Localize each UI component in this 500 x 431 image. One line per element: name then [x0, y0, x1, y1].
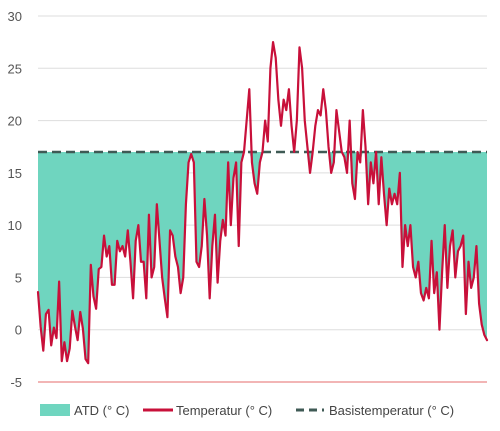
y-tick-label: -5 [10, 375, 22, 390]
y-tick-label: 25 [8, 61, 22, 76]
legend-label-base-temperature: Basistemperatur (° C) [329, 403, 454, 418]
y-tick-label: 5 [15, 270, 22, 285]
legend: ATD (° C) Temperatur (° C) Basistemperat… [40, 403, 454, 418]
y-tick-label: 30 [8, 9, 22, 24]
legend-item-base-temperature[interactable]: Basistemperatur (° C) [296, 403, 454, 418]
temperature-line [36, 41, 489, 365]
y-axis-ticks: 30 25 20 15 10 5 0 -5 [8, 9, 22, 390]
y-tick-label: 0 [15, 323, 22, 338]
y-tick-label: 15 [8, 166, 22, 181]
y-tick-label: 20 [8, 114, 22, 129]
legend-item-temperature[interactable]: Temperatur (° C) [143, 403, 272, 418]
legend-item-atd[interactable]: ATD (° C) [40, 403, 130, 418]
legend-label-temperature: Temperatur (° C) [176, 403, 272, 418]
legend-swatch-atd [40, 404, 70, 416]
y-tick-label: 10 [8, 218, 22, 233]
atd-area [38, 151, 487, 364]
legend-label-atd: ATD (° C) [74, 403, 130, 418]
temperature-polyline [36, 41, 489, 365]
atd-area-path [38, 151, 487, 364]
